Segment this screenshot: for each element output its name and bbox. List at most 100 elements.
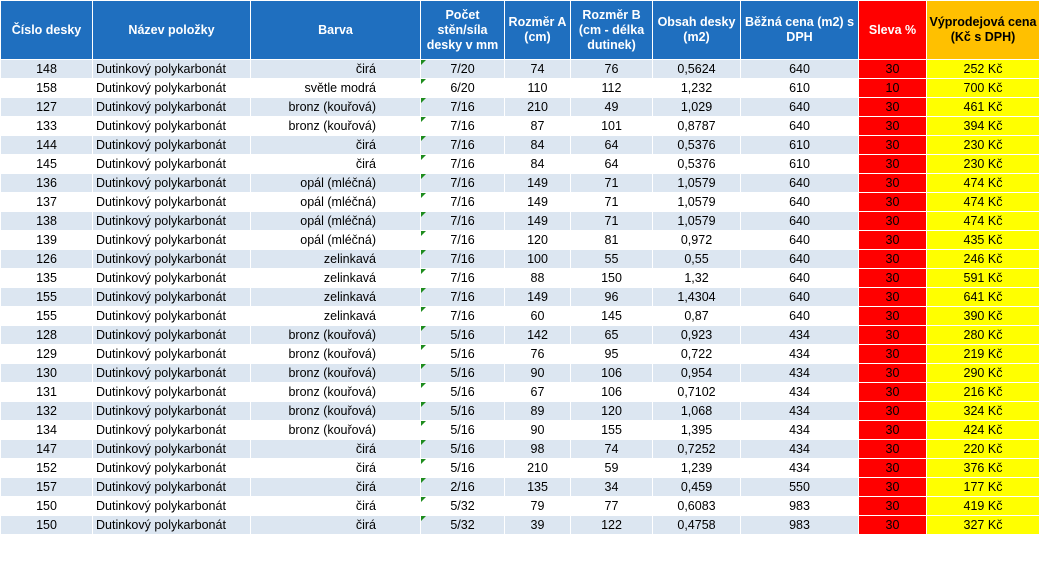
cell-nazev-polozky[interactable]: Dutinkový polykarbonát: [92, 496, 251, 516]
cell-vyprodejova-cena[interactable]: 327 Kč: [926, 515, 1039, 535]
cell-cislo-desky[interactable]: 150: [0, 515, 93, 535]
cell-barva[interactable]: světle modrá: [250, 78, 421, 98]
cell-vyprodejova-cena[interactable]: 419 Kč: [926, 496, 1039, 516]
cell-obsah-desky[interactable]: 1,029: [652, 97, 741, 117]
cell-sleva[interactable]: 30: [858, 211, 927, 231]
cell-barva[interactable]: čirá: [250, 458, 421, 478]
cell-sleva[interactable]: 30: [858, 135, 927, 155]
cell-sleva[interactable]: 30: [858, 268, 927, 288]
cell-obsah-desky[interactable]: 1,0579: [652, 192, 741, 212]
cell-nazev-polozky[interactable]: Dutinkový polykarbonát: [92, 116, 251, 136]
cell-barva[interactable]: bronz (kouřová): [250, 97, 421, 117]
cell-barva[interactable]: zelinkavá: [250, 287, 421, 307]
cell-vyprodejova-cena[interactable]: 394 Kč: [926, 116, 1039, 136]
header-bezna-cena[interactable]: Běžná cena (m2) s DPH: [740, 0, 859, 60]
cell-obsah-desky[interactable]: 0,459: [652, 477, 741, 497]
cell-barva[interactable]: opál (mléčná): [250, 230, 421, 250]
cell-rozmer-a[interactable]: 120: [504, 230, 571, 250]
cell-vyprodejova-cena[interactable]: 461 Kč: [926, 97, 1039, 117]
cell-cislo-desky[interactable]: 130: [0, 363, 93, 383]
cell-pocet-sten[interactable]: 7/16: [420, 230, 505, 250]
cell-rozmer-b[interactable]: 106: [570, 363, 653, 383]
cell-rozmer-a[interactable]: 142: [504, 325, 571, 345]
cell-cislo-desky[interactable]: 158: [0, 78, 93, 98]
cell-barva[interactable]: čirá: [250, 154, 421, 174]
cell-rozmer-a[interactable]: 98: [504, 439, 571, 459]
cell-sleva[interactable]: 30: [858, 325, 927, 345]
header-barva[interactable]: Barva: [250, 0, 421, 60]
cell-bezna-cena[interactable]: 640: [740, 230, 859, 250]
cell-barva[interactable]: bronz (kouřová): [250, 116, 421, 136]
cell-rozmer-b[interactable]: 101: [570, 116, 653, 136]
cell-cislo-desky[interactable]: 128: [0, 325, 93, 345]
cell-nazev-polozky[interactable]: Dutinkový polykarbonát: [92, 154, 251, 174]
cell-nazev-polozky[interactable]: Dutinkový polykarbonát: [92, 173, 251, 193]
header-pocet-sten[interactable]: Počet stěn/síla desky v mm: [420, 0, 505, 60]
cell-obsah-desky[interactable]: 0,5624: [652, 59, 741, 79]
cell-rozmer-b[interactable]: 64: [570, 135, 653, 155]
header-nazev-polozky[interactable]: Název položky: [92, 0, 251, 60]
cell-nazev-polozky[interactable]: Dutinkový polykarbonát: [92, 230, 251, 250]
cell-cislo-desky[interactable]: 139: [0, 230, 93, 250]
cell-obsah-desky[interactable]: 0,55: [652, 249, 741, 269]
cell-cislo-desky[interactable]: 148: [0, 59, 93, 79]
cell-pocet-sten[interactable]: 5/16: [420, 420, 505, 440]
cell-cislo-desky[interactable]: 135: [0, 268, 93, 288]
cell-rozmer-b[interactable]: 155: [570, 420, 653, 440]
cell-cislo-desky[interactable]: 134: [0, 420, 93, 440]
cell-cislo-desky[interactable]: 132: [0, 401, 93, 421]
cell-pocet-sten[interactable]: 5/16: [420, 439, 505, 459]
cell-sleva[interactable]: 10: [858, 78, 927, 98]
cell-bezna-cena[interactable]: 640: [740, 116, 859, 136]
cell-rozmer-a[interactable]: 74: [504, 59, 571, 79]
cell-nazev-polozky[interactable]: Dutinkový polykarbonát: [92, 306, 251, 326]
cell-vyprodejova-cena[interactable]: 474 Kč: [926, 211, 1039, 231]
cell-sleva[interactable]: 30: [858, 173, 927, 193]
cell-pocet-sten[interactable]: 5/32: [420, 515, 505, 535]
cell-nazev-polozky[interactable]: Dutinkový polykarbonát: [92, 287, 251, 307]
cell-rozmer-b[interactable]: 112: [570, 78, 653, 98]
cell-rozmer-b[interactable]: 71: [570, 211, 653, 231]
cell-bezna-cena[interactable]: 434: [740, 420, 859, 440]
cell-obsah-desky[interactable]: 0,923: [652, 325, 741, 345]
cell-rozmer-b[interactable]: 95: [570, 344, 653, 364]
cell-rozmer-b[interactable]: 74: [570, 439, 653, 459]
cell-bezna-cena[interactable]: 550: [740, 477, 859, 497]
cell-sleva[interactable]: 30: [858, 496, 927, 516]
cell-nazev-polozky[interactable]: Dutinkový polykarbonát: [92, 192, 251, 212]
cell-cislo-desky[interactable]: 129: [0, 344, 93, 364]
cell-rozmer-a[interactable]: 84: [504, 135, 571, 155]
cell-nazev-polozky[interactable]: Dutinkový polykarbonát: [92, 458, 251, 478]
cell-cislo-desky[interactable]: 144: [0, 135, 93, 155]
cell-pocet-sten[interactable]: 7/16: [420, 306, 505, 326]
cell-cislo-desky[interactable]: 137: [0, 192, 93, 212]
cell-bezna-cena[interactable]: 640: [740, 306, 859, 326]
cell-nazev-polozky[interactable]: Dutinkový polykarbonát: [92, 363, 251, 383]
cell-bezna-cena[interactable]: 610: [740, 78, 859, 98]
cell-rozmer-b[interactable]: 77: [570, 496, 653, 516]
cell-bezna-cena[interactable]: 640: [740, 192, 859, 212]
cell-bezna-cena[interactable]: 983: [740, 515, 859, 535]
cell-sleva[interactable]: 30: [858, 154, 927, 174]
cell-barva[interactable]: bronz (kouřová): [250, 363, 421, 383]
cell-vyprodejova-cena[interactable]: 280 Kč: [926, 325, 1039, 345]
cell-obsah-desky[interactable]: 0,7102: [652, 382, 741, 402]
cell-cislo-desky[interactable]: 127: [0, 97, 93, 117]
cell-rozmer-b[interactable]: 34: [570, 477, 653, 497]
cell-rozmer-b[interactable]: 150: [570, 268, 653, 288]
cell-sleva[interactable]: 30: [858, 306, 927, 326]
cell-sleva[interactable]: 30: [858, 344, 927, 364]
cell-obsah-desky[interactable]: 1,4304: [652, 287, 741, 307]
cell-rozmer-a[interactable]: 149: [504, 287, 571, 307]
cell-cislo-desky[interactable]: 152: [0, 458, 93, 478]
cell-barva[interactable]: bronz (kouřová): [250, 420, 421, 440]
cell-nazev-polozky[interactable]: Dutinkový polykarbonát: [92, 78, 251, 98]
cell-barva[interactable]: bronz (kouřová): [250, 325, 421, 345]
cell-rozmer-b[interactable]: 71: [570, 192, 653, 212]
cell-cislo-desky[interactable]: 150: [0, 496, 93, 516]
cell-obsah-desky[interactable]: 1,068: [652, 401, 741, 421]
header-obsah-desky[interactable]: Obsah desky (m2): [652, 0, 741, 60]
cell-bezna-cena[interactable]: 983: [740, 496, 859, 516]
cell-rozmer-a[interactable]: 90: [504, 420, 571, 440]
cell-rozmer-a[interactable]: 135: [504, 477, 571, 497]
